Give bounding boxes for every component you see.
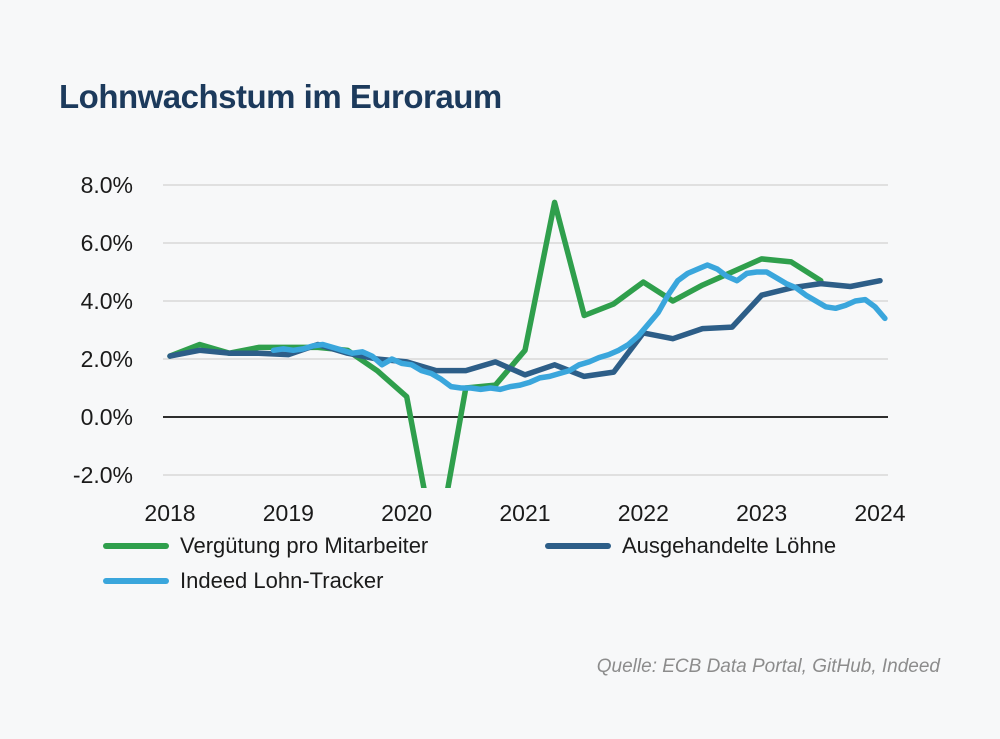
series-lines [167, 199, 888, 488]
x-tick-label-2022: 2022 [618, 500, 669, 526]
legend-item-negotiated-wages: Ausgehandelte Löhne [545, 532, 836, 559]
x-tick-label-2024: 2024 [854, 500, 905, 526]
y-tick-label-4.0%: 4.0% [81, 288, 133, 314]
y-tick-label-8.0%: 8.0% [81, 172, 133, 198]
legend-label-compensation: Vergütung pro Mitarbeiter [180, 532, 429, 558]
series-line-Ausgehandelte Löhne [167, 277, 883, 380]
legend-item-indeed-tracker: Indeed Lohn-Tracker [103, 567, 383, 594]
legend-item-compensation: Vergütung pro Mitarbeiter [103, 532, 489, 559]
series-line-Indeed Lohn-Tracker [270, 262, 888, 393]
green-line-swatch [103, 542, 169, 549]
y-tick-label-2.0%: 2.0% [81, 346, 133, 372]
legend-label-negotiated-wages: Ausgehandelte Löhne [622, 532, 837, 558]
light-blue-line-swatch [103, 577, 169, 584]
x-tick-label-2018: 2018 [144, 500, 195, 526]
y-tick-label-0.0%: 0.0% [81, 404, 133, 430]
x-tick-label-2020: 2020 [381, 500, 432, 526]
y-tick-label--2.0%: -2.0% [73, 462, 133, 488]
x-tick-label-2021: 2021 [499, 500, 550, 526]
legend-label-indeed-tracker: Indeed Lohn-Tracker [180, 567, 384, 593]
source-note: Quelle: ECB Data Portal, GitHub, Indeed [596, 656, 940, 677]
dark-blue-line-swatch [545, 542, 611, 549]
x-tick-label-2023: 2023 [736, 500, 787, 526]
y-tick-label-6.0%: 6.0% [81, 230, 133, 256]
x-tick-label-2019: 2019 [263, 500, 314, 526]
page-title: Lohnwachstum im Euroraum [59, 78, 502, 116]
chart-legend: Vergütung pro Mitarbeiter Ausgehandelte … [103, 532, 903, 594]
